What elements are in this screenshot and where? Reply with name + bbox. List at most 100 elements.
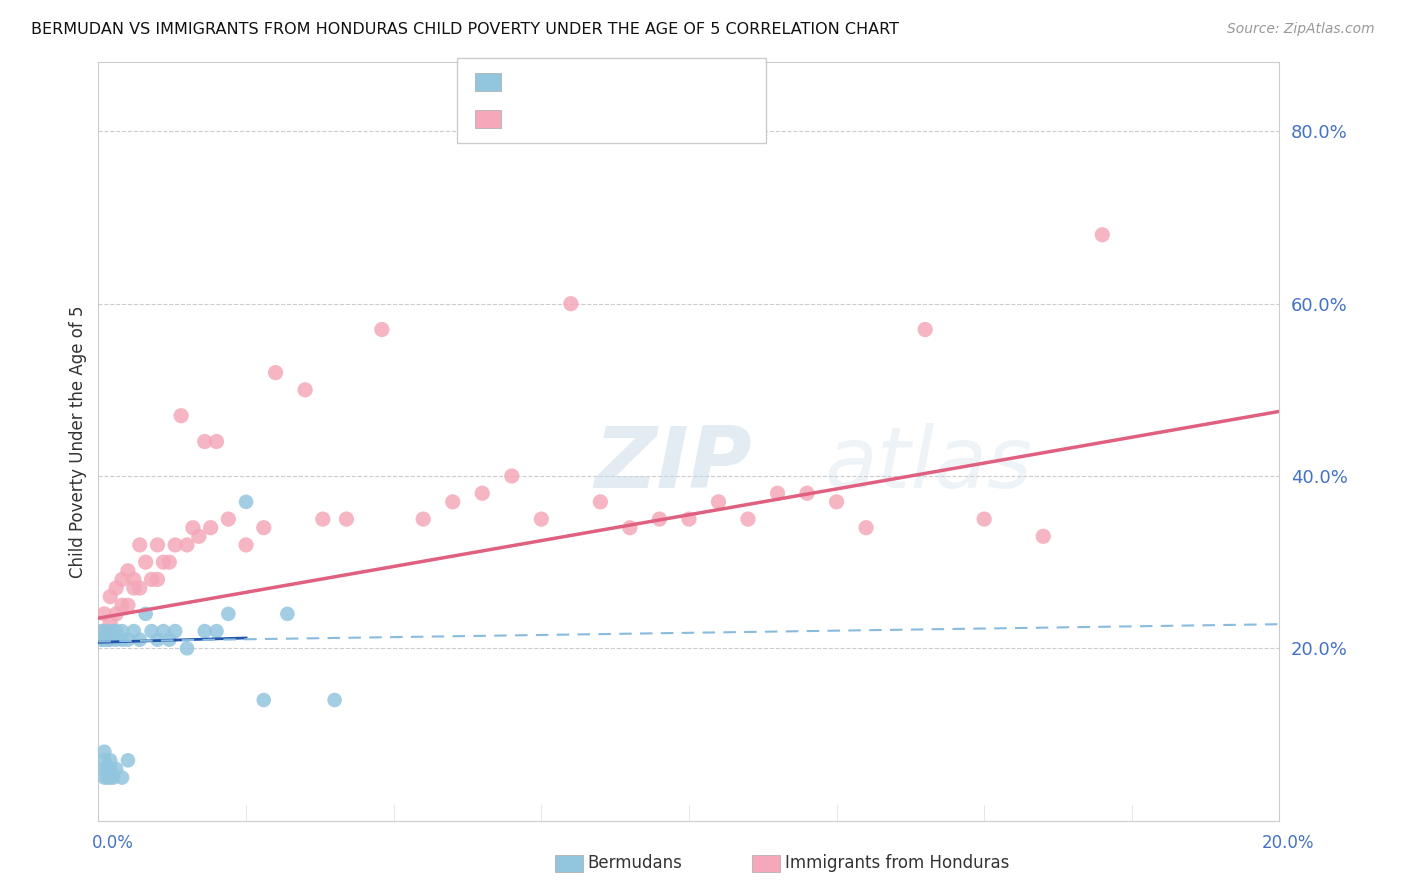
Text: Source: ZipAtlas.com: Source: ZipAtlas.com xyxy=(1227,22,1375,37)
Point xyxy=(170,409,193,423)
Text: 0.0%: 0.0% xyxy=(91,834,134,852)
Point xyxy=(98,771,121,785)
Point xyxy=(105,762,128,776)
Point xyxy=(294,383,316,397)
Point xyxy=(117,564,139,578)
Point xyxy=(135,555,157,569)
Point xyxy=(264,366,287,380)
Point xyxy=(1091,227,1114,242)
Point xyxy=(441,495,464,509)
Point xyxy=(737,512,759,526)
Point xyxy=(98,762,121,776)
Point xyxy=(253,521,276,535)
Point xyxy=(152,624,174,639)
Point xyxy=(165,538,187,552)
Text: atlas: atlas xyxy=(825,423,1033,506)
Point xyxy=(217,512,239,526)
Point xyxy=(157,632,180,647)
Point xyxy=(165,624,187,639)
Point xyxy=(200,521,222,535)
Point xyxy=(589,495,612,509)
Point xyxy=(117,753,139,767)
Point xyxy=(135,607,157,621)
Point xyxy=(103,624,125,639)
Text: ZIP: ZIP xyxy=(595,423,752,506)
Point xyxy=(530,512,553,526)
Point xyxy=(1032,529,1054,543)
Point xyxy=(176,641,198,656)
Point xyxy=(128,581,150,595)
Text: Bermudans: Bermudans xyxy=(588,855,682,872)
Point xyxy=(98,590,121,604)
Text: 20.0%: 20.0% xyxy=(1263,834,1315,852)
Point xyxy=(105,607,128,621)
Point xyxy=(122,624,145,639)
Y-axis label: Child Poverty Under the Age of 5: Child Poverty Under the Age of 5 xyxy=(69,305,87,578)
Point xyxy=(235,495,257,509)
Text: R =  0.490   N = 56: R = 0.490 N = 56 xyxy=(506,110,668,128)
Point xyxy=(103,771,125,785)
Point xyxy=(146,538,169,552)
Point xyxy=(111,624,134,639)
Point xyxy=(914,322,936,336)
Point xyxy=(707,495,730,509)
Point xyxy=(187,529,209,543)
Point xyxy=(105,624,128,639)
Point xyxy=(194,624,217,639)
Point xyxy=(181,521,204,535)
Point xyxy=(371,322,394,336)
Point xyxy=(560,296,582,310)
Point xyxy=(96,624,118,639)
Point xyxy=(96,632,118,647)
Point xyxy=(111,599,134,613)
Point xyxy=(253,693,276,707)
Point xyxy=(678,512,700,526)
Point xyxy=(98,753,121,767)
Point xyxy=(90,632,112,647)
Point xyxy=(501,469,523,483)
Point xyxy=(117,599,139,613)
Text: Immigrants from Honduras: Immigrants from Honduras xyxy=(785,855,1010,872)
Point xyxy=(93,624,115,639)
Point xyxy=(128,538,150,552)
Point xyxy=(117,632,139,647)
Point xyxy=(825,495,848,509)
Point xyxy=(141,624,163,639)
Point xyxy=(855,521,877,535)
Point xyxy=(90,624,112,639)
Point xyxy=(276,607,298,621)
Point xyxy=(93,632,115,647)
Point xyxy=(146,632,169,647)
Point xyxy=(766,486,789,500)
Point xyxy=(96,771,118,785)
Point xyxy=(335,512,357,526)
Point xyxy=(205,624,228,639)
Point xyxy=(93,753,115,767)
Point xyxy=(111,573,134,587)
Point xyxy=(205,434,228,449)
Point xyxy=(194,434,217,449)
Point xyxy=(111,632,134,647)
Text: BERMUDAN VS IMMIGRANTS FROM HONDURAS CHILD POVERTY UNDER THE AGE OF 5 CORRELATIO: BERMUDAN VS IMMIGRANTS FROM HONDURAS CHI… xyxy=(31,22,898,37)
Point xyxy=(96,762,118,776)
Point xyxy=(235,538,257,552)
Point xyxy=(105,581,128,595)
Point xyxy=(128,632,150,647)
Point xyxy=(141,573,163,587)
Point xyxy=(796,486,818,500)
Point xyxy=(98,632,121,647)
Point xyxy=(152,555,174,569)
Point xyxy=(98,615,121,630)
Point xyxy=(111,771,134,785)
Point xyxy=(217,607,239,621)
Point xyxy=(471,486,494,500)
Point xyxy=(157,555,180,569)
Point xyxy=(312,512,335,526)
Point xyxy=(176,538,198,552)
Point xyxy=(973,512,995,526)
Point xyxy=(619,521,641,535)
Text: R =  0.018   N = 41: R = 0.018 N = 41 xyxy=(506,73,668,91)
Point xyxy=(122,581,145,595)
Point xyxy=(323,693,346,707)
Point xyxy=(105,632,128,647)
